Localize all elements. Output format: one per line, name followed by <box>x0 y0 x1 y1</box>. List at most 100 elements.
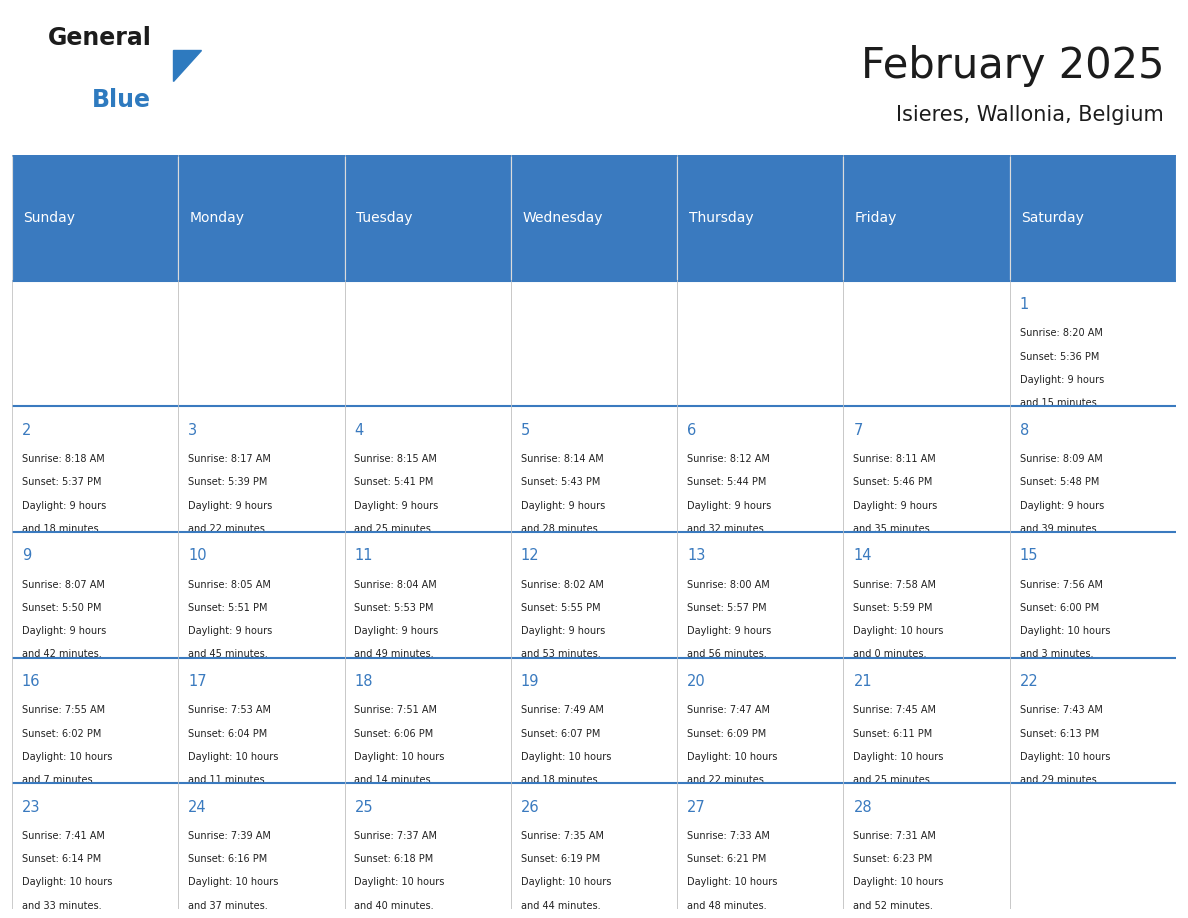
Text: Daylight: 10 hours: Daylight: 10 hours <box>354 752 444 762</box>
Text: Sunrise: 7:56 AM: Sunrise: 7:56 AM <box>1019 579 1102 589</box>
Polygon shape <box>173 50 201 81</box>
Text: Sunset: 5:41 PM: Sunset: 5:41 PM <box>354 477 434 487</box>
Text: Daylight: 9 hours: Daylight: 9 hours <box>1019 375 1104 385</box>
FancyBboxPatch shape <box>843 532 1010 657</box>
Text: 27: 27 <box>687 800 706 814</box>
Text: Sunrise: 7:55 AM: Sunrise: 7:55 AM <box>21 705 105 715</box>
Text: Sunset: 5:55 PM: Sunset: 5:55 PM <box>520 603 600 613</box>
Text: Thursday: Thursday <box>689 211 753 225</box>
FancyBboxPatch shape <box>12 155 178 281</box>
Text: Sunrise: 8:05 AM: Sunrise: 8:05 AM <box>188 579 271 589</box>
Text: 20: 20 <box>687 674 706 688</box>
Text: 23: 23 <box>21 800 40 814</box>
Text: Daylight: 9 hours: Daylight: 9 hours <box>188 626 272 636</box>
Text: Daylight: 10 hours: Daylight: 10 hours <box>1019 626 1110 636</box>
FancyBboxPatch shape <box>1010 657 1176 783</box>
Text: and 22 minutes.: and 22 minutes. <box>687 775 767 785</box>
Text: and 32 minutes.: and 32 minutes. <box>687 524 767 533</box>
FancyBboxPatch shape <box>843 407 1010 532</box>
Text: Sunset: 6:11 PM: Sunset: 6:11 PM <box>853 729 933 739</box>
Text: Sunrise: 8:07 AM: Sunrise: 8:07 AM <box>21 579 105 589</box>
Text: 4: 4 <box>354 422 364 438</box>
Text: Sunset: 5:46 PM: Sunset: 5:46 PM <box>853 477 933 487</box>
Text: Sunset: 5:43 PM: Sunset: 5:43 PM <box>520 477 600 487</box>
Text: 5: 5 <box>520 422 530 438</box>
Text: Sunset: 5:59 PM: Sunset: 5:59 PM <box>853 603 933 613</box>
Text: Monday: Monday <box>190 211 245 225</box>
Text: and 52 minutes.: and 52 minutes. <box>853 901 934 911</box>
Text: and 49 minutes.: and 49 minutes. <box>354 649 434 659</box>
FancyBboxPatch shape <box>12 407 178 532</box>
Text: General: General <box>48 26 151 50</box>
Text: Sunrise: 7:49 AM: Sunrise: 7:49 AM <box>520 705 604 715</box>
Text: Sunset: 5:51 PM: Sunset: 5:51 PM <box>188 603 267 613</box>
Text: Daylight: 10 hours: Daylight: 10 hours <box>21 752 112 762</box>
Text: Sunrise: 8:18 AM: Sunrise: 8:18 AM <box>21 454 105 464</box>
Text: Sunset: 6:02 PM: Sunset: 6:02 PM <box>21 729 101 739</box>
Text: Sunday: Sunday <box>24 211 76 225</box>
Text: Sunrise: 7:51 AM: Sunrise: 7:51 AM <box>354 705 437 715</box>
FancyBboxPatch shape <box>178 657 345 783</box>
Text: Sunset: 6:18 PM: Sunset: 6:18 PM <box>354 854 434 864</box>
Text: Sunrise: 7:39 AM: Sunrise: 7:39 AM <box>188 831 271 841</box>
Text: Sunrise: 7:33 AM: Sunrise: 7:33 AM <box>687 831 770 841</box>
FancyBboxPatch shape <box>677 532 843 657</box>
Text: Wednesday: Wednesday <box>523 211 604 225</box>
Text: 9: 9 <box>21 548 31 564</box>
FancyBboxPatch shape <box>1010 281 1176 407</box>
Text: 8: 8 <box>1019 422 1029 438</box>
FancyBboxPatch shape <box>511 407 677 532</box>
Text: Daylight: 10 hours: Daylight: 10 hours <box>520 752 611 762</box>
Text: Blue: Blue <box>91 88 151 112</box>
Text: 21: 21 <box>853 674 872 688</box>
Text: 7: 7 <box>853 422 862 438</box>
Text: Saturday: Saturday <box>1022 211 1085 225</box>
Text: Sunset: 5:57 PM: Sunset: 5:57 PM <box>687 603 766 613</box>
Text: Daylight: 9 hours: Daylight: 9 hours <box>21 626 106 636</box>
Text: and 0 minutes.: and 0 minutes. <box>853 649 927 659</box>
Text: Sunset: 6:21 PM: Sunset: 6:21 PM <box>687 854 766 864</box>
Text: and 44 minutes.: and 44 minutes. <box>520 901 600 911</box>
Text: and 7 minutes.: and 7 minutes. <box>21 775 95 785</box>
Text: and 25 minutes.: and 25 minutes. <box>853 775 934 785</box>
Text: Sunset: 5:37 PM: Sunset: 5:37 PM <box>21 477 101 487</box>
Text: and 56 minutes.: and 56 minutes. <box>687 649 767 659</box>
Text: Sunset: 6:23 PM: Sunset: 6:23 PM <box>853 854 933 864</box>
Text: and 18 minutes.: and 18 minutes. <box>520 775 600 785</box>
Text: Daylight: 10 hours: Daylight: 10 hours <box>520 878 611 888</box>
Text: Sunrise: 8:17 AM: Sunrise: 8:17 AM <box>188 454 271 464</box>
Text: Sunset: 5:44 PM: Sunset: 5:44 PM <box>687 477 766 487</box>
FancyBboxPatch shape <box>12 657 178 783</box>
Text: 25: 25 <box>354 800 373 814</box>
FancyBboxPatch shape <box>1010 532 1176 657</box>
Text: 24: 24 <box>188 800 207 814</box>
FancyBboxPatch shape <box>511 657 677 783</box>
Text: Daylight: 9 hours: Daylight: 9 hours <box>354 626 438 636</box>
Text: and 42 minutes.: and 42 minutes. <box>21 649 102 659</box>
Text: 12: 12 <box>520 548 539 564</box>
FancyBboxPatch shape <box>345 532 511 657</box>
Text: Sunrise: 8:15 AM: Sunrise: 8:15 AM <box>354 454 437 464</box>
Text: Sunset: 5:50 PM: Sunset: 5:50 PM <box>21 603 101 613</box>
Text: and 3 minutes.: and 3 minutes. <box>1019 649 1093 659</box>
Text: Daylight: 9 hours: Daylight: 9 hours <box>687 500 771 510</box>
FancyBboxPatch shape <box>511 532 677 657</box>
FancyBboxPatch shape <box>843 783 1010 909</box>
Text: Sunset: 6:13 PM: Sunset: 6:13 PM <box>1019 729 1099 739</box>
Text: Sunset: 6:09 PM: Sunset: 6:09 PM <box>687 729 766 739</box>
FancyBboxPatch shape <box>345 783 511 909</box>
FancyBboxPatch shape <box>178 783 345 909</box>
FancyBboxPatch shape <box>677 783 843 909</box>
FancyBboxPatch shape <box>511 155 677 281</box>
Text: Tuesday: Tuesday <box>356 211 412 225</box>
Text: Sunset: 5:53 PM: Sunset: 5:53 PM <box>354 603 434 613</box>
Text: Daylight: 9 hours: Daylight: 9 hours <box>1019 500 1104 510</box>
FancyBboxPatch shape <box>345 657 511 783</box>
Text: 26: 26 <box>520 800 539 814</box>
Text: 11: 11 <box>354 548 373 564</box>
Text: Sunset: 6:14 PM: Sunset: 6:14 PM <box>21 854 101 864</box>
FancyBboxPatch shape <box>345 407 511 532</box>
Text: Daylight: 10 hours: Daylight: 10 hours <box>853 752 943 762</box>
FancyBboxPatch shape <box>345 155 511 281</box>
Text: Daylight: 10 hours: Daylight: 10 hours <box>687 752 777 762</box>
